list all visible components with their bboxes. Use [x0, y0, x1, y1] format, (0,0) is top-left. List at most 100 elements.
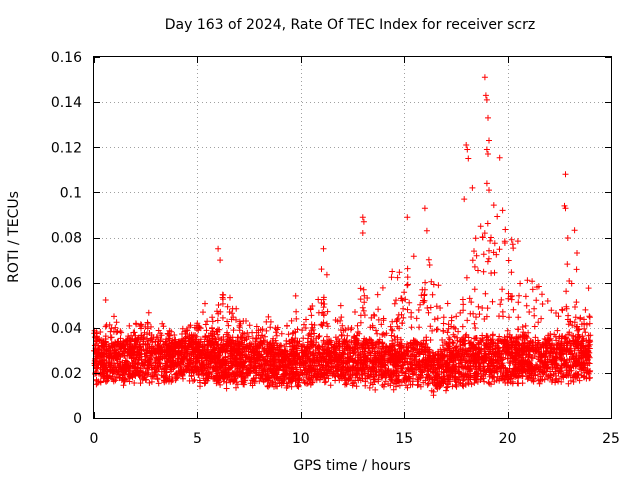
- data-point: [95, 378, 102, 385]
- data-point: [436, 380, 443, 387]
- data-point: [496, 246, 503, 253]
- data-point: [283, 341, 290, 347]
- data-point: [292, 335, 299, 342]
- data-point: [126, 378, 133, 385]
- data-point: [572, 337, 579, 344]
- data-point: [191, 347, 198, 354]
- data-point: [425, 256, 432, 263]
- data-point: [204, 377, 211, 384]
- data-point: [178, 371, 185, 377]
- data-point: [437, 305, 444, 311]
- data-point: [574, 327, 581, 334]
- data-point: [233, 316, 239, 323]
- data-point: [414, 382, 421, 389]
- data-point: [580, 360, 587, 367]
- data-point: [500, 370, 507, 377]
- data-point: [471, 286, 478, 293]
- data-point: [535, 283, 542, 290]
- data-point: [459, 323, 466, 330]
- data-point: [492, 365, 499, 372]
- data-point: [175, 367, 182, 374]
- data-point: [161, 341, 168, 348]
- data-point: [530, 375, 537, 382]
- data-point: [288, 383, 295, 390]
- data-point: [296, 376, 303, 383]
- data-point: [514, 238, 521, 245]
- data-point: [532, 334, 539, 341]
- data-point: [488, 234, 494, 241]
- data-point: [415, 363, 422, 369]
- data-point: [126, 322, 133, 329]
- data-point: [404, 384, 411, 391]
- data-point: [93, 350, 100, 357]
- data-point: [526, 362, 533, 369]
- data-point: [256, 352, 262, 359]
- data-point: [126, 364, 133, 371]
- data-point: [467, 345, 474, 352]
- data-point: [449, 350, 456, 357]
- data-point: [344, 332, 351, 339]
- data-point: [188, 332, 195, 339]
- data-point: [573, 299, 580, 306]
- data-point: [206, 361, 212, 367]
- data-point: [171, 363, 178, 370]
- data-point: [568, 332, 575, 339]
- data-point: [569, 350, 576, 357]
- data-point: [509, 293, 516, 299]
- data-point: [489, 349, 496, 356]
- data-point: [284, 383, 291, 389]
- data-point: [502, 226, 509, 233]
- data-point: [293, 344, 300, 351]
- data-point: [262, 333, 268, 340]
- data-point: [485, 255, 492, 262]
- data-point: [243, 348, 249, 355]
- data-point: [130, 345, 137, 352]
- data-point: [264, 359, 271, 366]
- data-point: [545, 375, 551, 382]
- points-layer: [91, 74, 594, 399]
- data-point: [327, 382, 334, 389]
- data-point: [524, 277, 531, 284]
- data-point: [460, 307, 467, 314]
- data-point: [404, 340, 411, 347]
- data-point: [114, 369, 121, 376]
- data-point: [352, 340, 359, 347]
- data-point: [509, 368, 516, 375]
- data-point: [196, 324, 203, 331]
- data-point: [269, 372, 276, 379]
- data-point: [510, 306, 517, 313]
- data-point: [335, 361, 342, 368]
- data-point: [561, 346, 568, 353]
- data-point: [557, 354, 564, 361]
- data-point: [528, 372, 535, 379]
- data-point: [530, 348, 537, 355]
- data-point: [293, 369, 300, 376]
- data-point: [538, 315, 545, 322]
- data-point: [496, 313, 502, 320]
- data-point: [333, 342, 340, 349]
- data-point: [245, 333, 252, 340]
- data-point: [288, 317, 295, 324]
- data-point: [265, 383, 272, 390]
- data-point: [270, 359, 277, 365]
- data-point: [500, 347, 507, 354]
- data-point: [428, 387, 435, 394]
- data-point: [164, 376, 171, 383]
- data-point: [387, 382, 394, 389]
- data-point: [336, 347, 343, 354]
- data-point: [443, 387, 449, 394]
- data-point: [188, 373, 195, 380]
- data-point: [211, 345, 218, 352]
- data-point: [487, 237, 494, 244]
- data-point: [508, 269, 515, 276]
- data-point: [515, 314, 522, 321]
- data-point: [409, 345, 416, 352]
- data-point: [294, 345, 301, 352]
- data-point: [502, 379, 509, 386]
- data-point: [359, 304, 366, 311]
- data-point: [140, 361, 147, 368]
- data-point: [586, 313, 593, 320]
- data-point: [302, 380, 309, 387]
- data-point: [320, 337, 327, 344]
- data-point: [234, 349, 241, 355]
